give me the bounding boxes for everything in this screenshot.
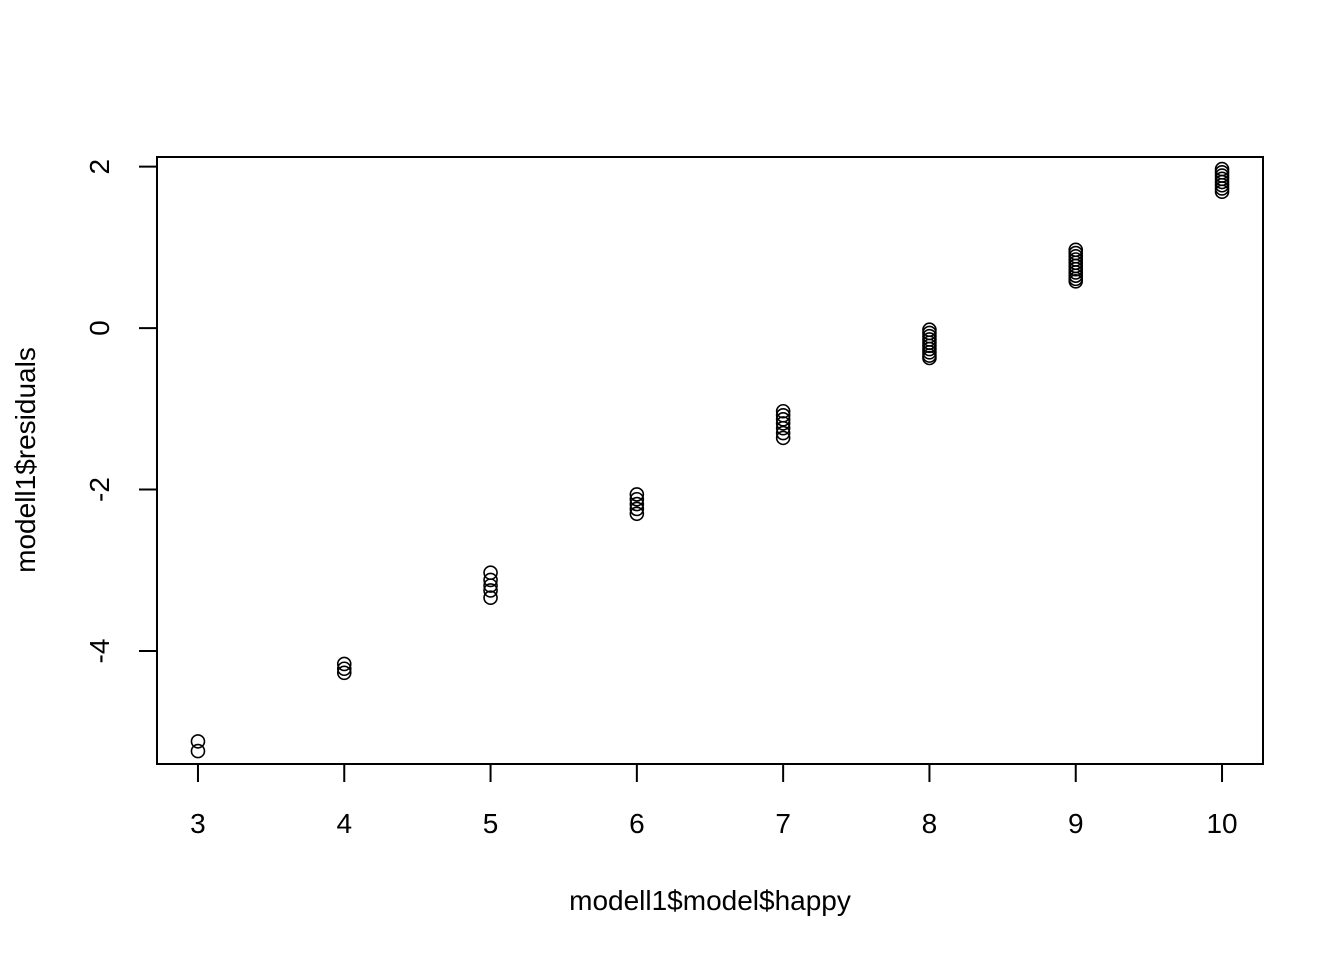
data-point bbox=[629, 491, 645, 507]
data-point bbox=[775, 403, 791, 419]
x-tick-label: 3 bbox=[190, 808, 206, 839]
data-point bbox=[629, 506, 645, 522]
y-tick-label: -4 bbox=[84, 639, 115, 664]
x-tick-label: 4 bbox=[336, 808, 352, 839]
data-points bbox=[190, 161, 1230, 759]
data-point bbox=[629, 501, 645, 517]
y-tick-label: 0 bbox=[84, 320, 115, 336]
data-point bbox=[1214, 184, 1230, 200]
x-tick-label: 8 bbox=[922, 808, 938, 839]
data-point bbox=[629, 487, 645, 502]
data-point bbox=[775, 430, 791, 446]
x-tick-label: 5 bbox=[483, 808, 499, 839]
y-axis-title: modell1$residuals bbox=[10, 347, 41, 573]
y-tick-label: 2 bbox=[84, 159, 115, 175]
data-point bbox=[190, 743, 206, 759]
data-point bbox=[775, 425, 791, 441]
data-point bbox=[1068, 274, 1084, 289]
data-point bbox=[483, 572, 498, 588]
data-point bbox=[336, 665, 352, 681]
data-point bbox=[483, 590, 498, 606]
x-tick-label: 6 bbox=[629, 808, 645, 839]
data-point bbox=[775, 416, 791, 431]
y-tick-label: -2 bbox=[84, 477, 115, 502]
data-point bbox=[629, 496, 645, 512]
data-point bbox=[190, 734, 206, 749]
data-point bbox=[336, 661, 352, 677]
x-tick-label: 9 bbox=[1068, 808, 1084, 839]
x-tick-label: 10 bbox=[1206, 808, 1237, 839]
data-point bbox=[922, 350, 937, 366]
data-point bbox=[775, 420, 791, 436]
x-tick-label: 7 bbox=[775, 808, 791, 839]
x-axis-title: modell1$model$happy bbox=[569, 885, 851, 916]
data-point bbox=[483, 578, 498, 593]
data-point bbox=[483, 583, 498, 598]
data-point bbox=[336, 656, 352, 672]
y-axis: -4 -2 0 2 bbox=[84, 159, 158, 664]
x-axis: 3 4 5 6 7 8 9 10 bbox=[190, 763, 1238, 839]
